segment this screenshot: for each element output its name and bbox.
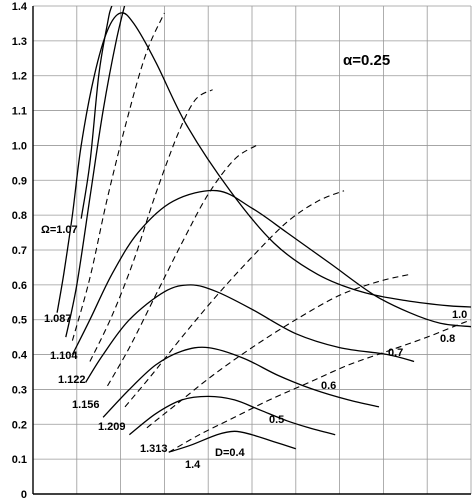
y-tick-label: 1.1: [12, 106, 27, 118]
omega-label: 1.122: [58, 374, 86, 386]
series-line-dashed: [124, 190, 345, 408]
y-tick-label: 1.2: [12, 71, 27, 83]
omega-label: 1.209: [98, 421, 126, 433]
y-tick-label: 0.8: [12, 210, 27, 222]
y-tick-label: 0.9: [12, 175, 27, 187]
series-line-dashed: [89, 89, 213, 362]
series-line-solid: [65, 6, 126, 338]
omega-label: 1.087: [44, 313, 72, 325]
y-tick-label: 1.3: [12, 36, 27, 48]
y-tick-label: 1.0: [12, 140, 27, 152]
d-label: D=0.4: [215, 447, 246, 459]
alpha-label: α=0.25: [343, 52, 390, 69]
series-line-solid: [85, 284, 415, 383]
y-tick-label: 1.4: [12, 1, 28, 13]
series-line-solid: [168, 430, 297, 453]
series-line-dashed: [168, 319, 471, 453]
axes: [32, 6, 471, 495]
annotations: α=0.25 Ω=1.07 1.087 1.104 1.122 1.156 1.209 1.3…: [41, 52, 467, 471]
d-label: 0.5: [269, 414, 284, 426]
d-label: 0.8: [440, 333, 455, 345]
tick-labels: 0 0.1 0.2 0.3 0.4 0.5 0.6 0.7 0.8 0.9 1.0 1.1 1.2 1.3…: [12, 1, 28, 501]
series-line-solid: [80, 6, 113, 219]
series-line-dashed: [107, 144, 257, 387]
series-line-dashed: [71, 12, 165, 341]
y-tick-label: 0.7: [12, 245, 27, 257]
series-line-solid: [102, 346, 380, 418]
series-group: [56, 6, 471, 453]
series-line-solid: [128, 395, 336, 436]
y-tick-label: 0.1: [12, 454, 27, 466]
y-tick-label: 0.4: [12, 350, 28, 362]
omega-label: 1.4: [185, 459, 201, 471]
y-tick-label: 0.2: [12, 419, 27, 431]
y-tick-label: 0: [21, 489, 27, 501]
d-label: 0.7: [388, 347, 403, 359]
series-line-solid: [71, 189, 471, 355]
omega-label: 1.156: [72, 399, 100, 411]
omega-label: 1.104: [50, 350, 78, 362]
omega-label: 1.313: [140, 443, 168, 455]
y-tick-label: 0.6: [12, 280, 27, 292]
omega-label-start: Ω=1.07: [41, 224, 78, 236]
d-label: 1.0: [452, 309, 467, 321]
y-tick-label: 0.5: [12, 315, 27, 327]
d-label: 0.6: [321, 380, 336, 392]
y-tick-label: 0.3: [12, 384, 27, 396]
series-line-dashed: [146, 273, 410, 429]
series-line-solid: [56, 12, 471, 313]
